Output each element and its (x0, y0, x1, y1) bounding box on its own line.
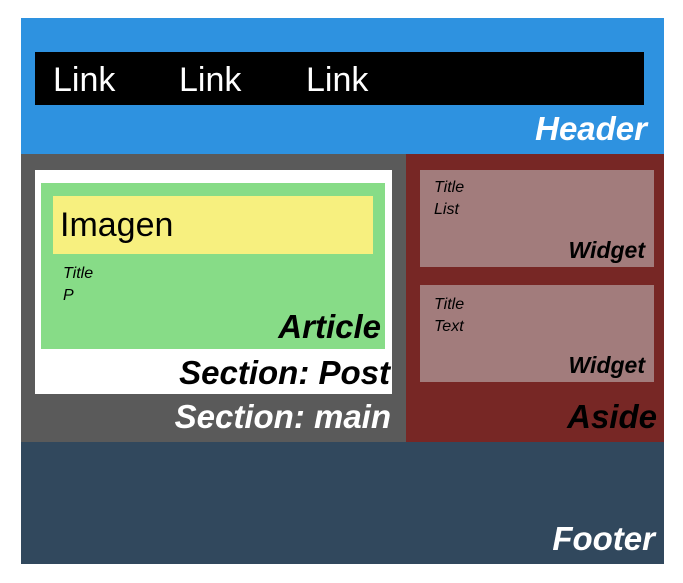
widget-list-line: List (434, 201, 459, 218)
nav-bar: Link Link Link (35, 52, 644, 105)
article-label: Article (278, 308, 381, 345)
widget-title: Title (434, 296, 465, 313)
widget-text: Title Text Widget (420, 285, 654, 382)
nav-link-1[interactable]: Link (53, 61, 116, 99)
footer-region (21, 442, 664, 564)
section-main-label: Section: main (174, 398, 391, 435)
header-label: Header (535, 110, 647, 147)
nav-link-3[interactable]: Link (306, 61, 369, 99)
image-label: Imagen (60, 206, 174, 244)
section-post-label: Section: Post (179, 354, 390, 391)
article-title: Title (63, 265, 94, 282)
widget-text-line: Text (434, 318, 464, 335)
article-paragraph: P (63, 287, 74, 304)
nav-link-2[interactable]: Link (179, 61, 242, 99)
footer-label: Footer (552, 520, 655, 557)
image-placeholder (53, 196, 373, 254)
aside-label: Aside (567, 398, 657, 435)
widget-list: Title List Widget (420, 170, 654, 267)
widget-label: Widget (568, 237, 645, 263)
widget-label: Widget (568, 352, 645, 378)
widget-title: Title (434, 179, 465, 196)
